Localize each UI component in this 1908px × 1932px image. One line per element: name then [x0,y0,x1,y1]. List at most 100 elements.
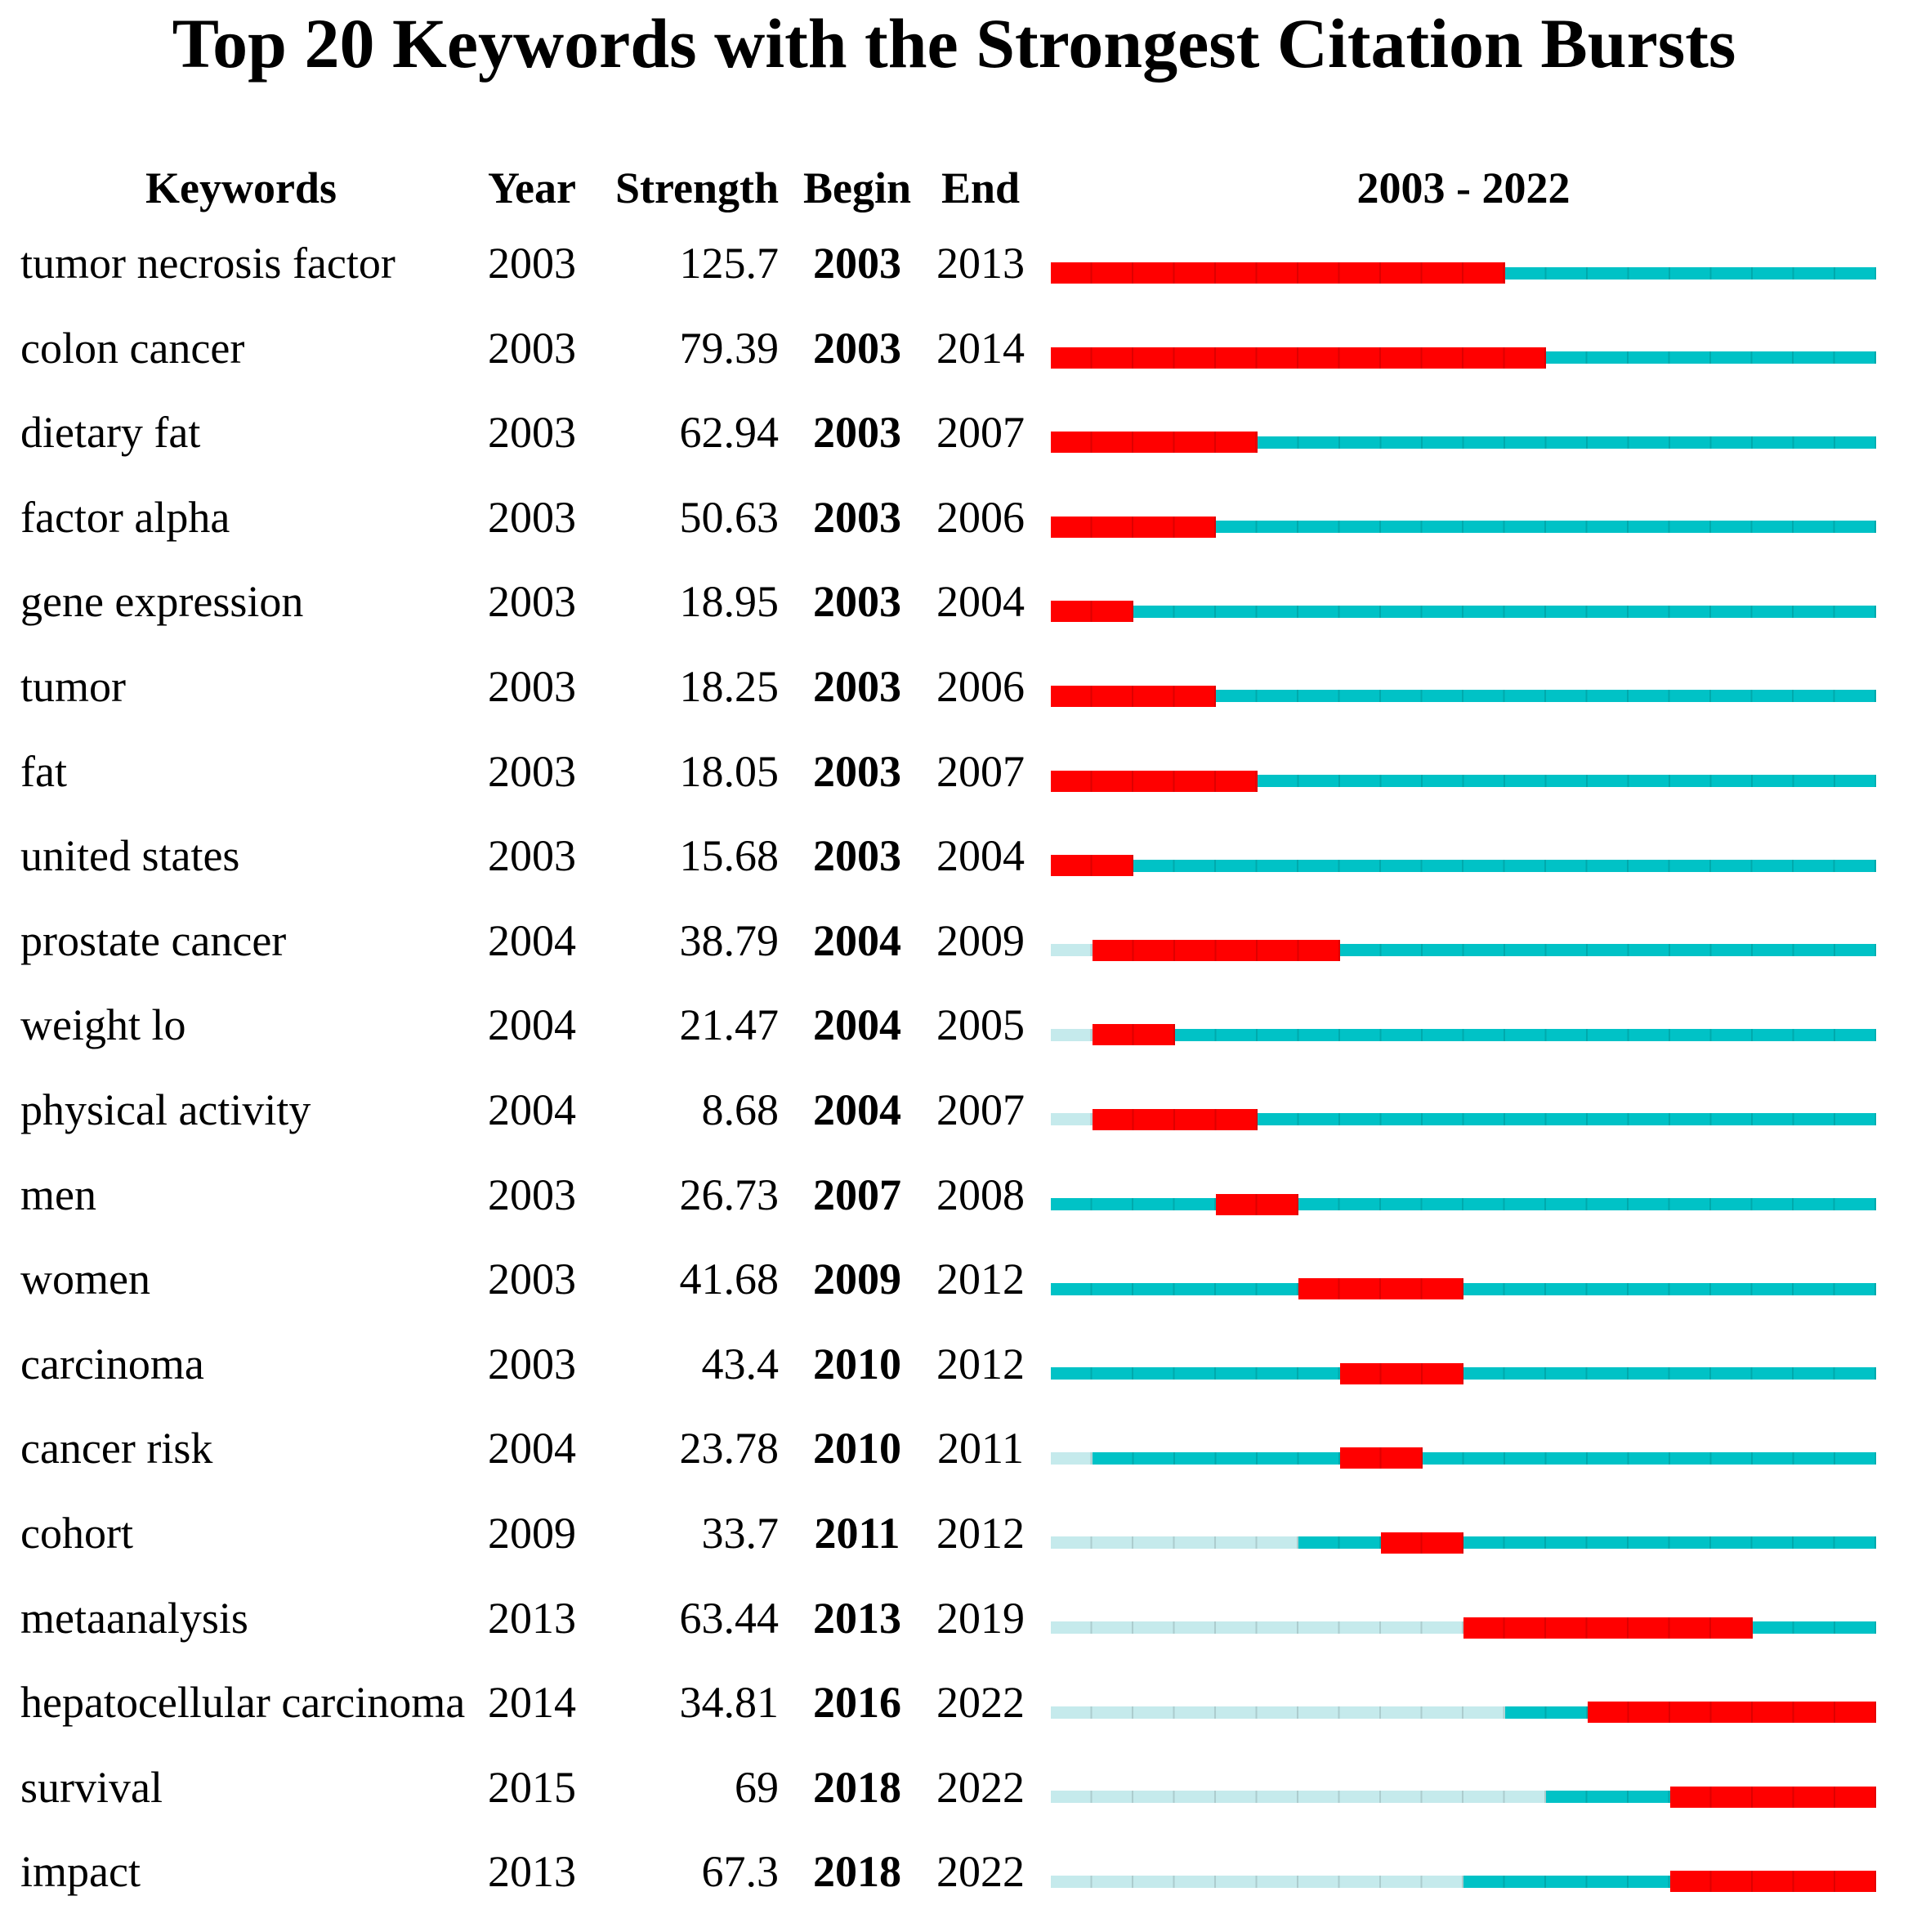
timeline-active-segment-before-burst [1051,1282,1298,1295]
burst-timeline-bar [1051,262,1876,284]
end-value: 2007 [936,1085,1025,1134]
timeline-active-segment-before-burst [1092,1451,1340,1465]
timeline-burst-segment [1463,1617,1753,1639]
timeline-burst-segment [1051,685,1216,707]
table-row: prostate cancer 2004 38.79 2004 2009 [0,905,1908,990]
year-value: 2003 [488,577,576,627]
table-body: tumor necrosis factor 2003 125.7 2003 20… [0,227,1908,1921]
table-row: physical activity 2004 8.68 2004 2007 [0,1074,1908,1159]
timeline-burst-segment [1669,1871,1876,1893]
year-value: 2004 [488,915,576,965]
strength-value: 18.25 [679,661,780,711]
year-value: 2004 [488,1085,576,1134]
year-value: 2003 [488,831,576,881]
end-value: 2013 [936,239,1025,288]
begin-value: 2010 [813,1424,901,1474]
begin-value: 2003 [813,746,901,796]
column-header-timeline-range: 2003 - 2022 [1356,163,1571,212]
year-value: 2014 [488,1678,576,1728]
begin-value: 2010 [813,1339,901,1389]
timeline-pre-appearance-segment [1051,944,1093,957]
timeline-active-segment-after-burst [1752,1621,1876,1634]
keyword-label: impact [20,1847,141,1897]
timeline-active-segment-before-burst [1546,1791,1670,1804]
keyword-label: physical activity [20,1085,311,1134]
strength-value: 23.78 [679,1424,780,1474]
timeline-active-segment-after-burst [1216,521,1876,534]
strength-value: 18.95 [679,577,780,627]
burst-timeline-bar [1051,1023,1876,1046]
end-value: 2019 [936,1593,1025,1643]
strength-value: 79.39 [679,323,780,373]
timeline-pre-appearance-segment [1051,1875,1463,1888]
strength-value: 15.68 [679,831,780,881]
end-value: 2006 [936,661,1025,711]
keyword-label: cohort [20,1508,133,1558]
strength-value: 62.94 [679,408,780,458]
timeline-burst-segment [1381,1532,1463,1554]
year-value: 2004 [488,1424,576,1474]
end-value: 2011 [937,1424,1024,1474]
timeline-active-segment-after-burst [1174,1028,1876,1041]
timeline-active-segment-after-burst [1463,1282,1876,1295]
year-value: 2015 [488,1762,576,1812]
end-value: 2014 [936,323,1025,373]
burst-timeline-bar [1051,685,1876,708]
strength-value: 63.44 [679,1593,780,1643]
table-row: gene expression 2003 18.95 2003 2004 [0,566,1908,651]
burst-timeline-bar [1051,431,1876,454]
keyword-label: fat [20,746,67,796]
column-header-end: End [941,163,1021,212]
burst-timeline-bar [1051,1786,1876,1809]
timeline-pre-appearance-segment [1051,1791,1546,1804]
year-value: 2013 [488,1593,576,1643]
keyword-label: tumor necrosis factor [20,239,395,288]
end-value: 2007 [936,746,1025,796]
timeline-burst-segment [1051,855,1133,877]
burst-timeline-bar [1051,1532,1876,1554]
strength-value: 67.3 [701,1847,780,1897]
timeline-active-segment-before-burst [1051,1198,1216,1211]
end-value: 2022 [936,1678,1025,1728]
table-row: tumor 2003 18.25 2003 2006 [0,651,1908,736]
burst-timeline-bar [1051,1447,1876,1469]
begin-value: 2003 [813,831,901,881]
keyword-label: factor alpha [20,492,230,542]
timeline-pre-appearance-segment [1051,1028,1093,1041]
timeline-active-segment-before-burst [1298,1536,1381,1550]
begin-value: 2004 [813,1000,901,1050]
end-value: 2009 [936,915,1025,965]
strength-value: 38.79 [679,915,780,965]
begin-value: 2018 [813,1847,901,1897]
end-value: 2005 [936,1000,1025,1050]
year-value: 2003 [488,1339,576,1389]
table-row: carcinoma 2003 43.4 2010 2012 [0,1328,1908,1413]
timeline-active-segment-after-burst [1133,605,1876,618]
begin-value: 2003 [813,492,901,542]
table-row: fat 2003 18.05 2003 2007 [0,736,1908,821]
year-value: 2003 [488,323,576,373]
keyword-label: cancer risk [20,1424,213,1474]
timeline-burst-segment [1092,939,1340,961]
burst-timeline-bar [1051,1362,1876,1385]
year-value: 2003 [488,1169,576,1219]
table-row: impact 2013 67.3 2018 2022 [0,1836,1908,1921]
begin-value: 2003 [813,323,901,373]
burst-timeline-bar [1051,854,1876,877]
chart-title: Top 20 Keywords with the Strongest Citat… [172,4,1736,83]
burst-timeline-bar [1051,1870,1876,1893]
begin-value: 2016 [813,1678,901,1728]
timeline-burst-segment [1339,1447,1423,1469]
timeline-active-segment-after-burst [1257,436,1876,449]
keyword-label: men [20,1169,96,1219]
keyword-label: colon cancer [20,323,245,373]
end-value: 2022 [936,1762,1025,1812]
table-row: factor alpha 2003 50.63 2003 2006 [0,481,1908,566]
year-value: 2003 [488,746,576,796]
timeline-active-segment-after-burst [1422,1451,1876,1465]
end-value: 2007 [936,408,1025,458]
timeline-pre-appearance-segment [1051,1451,1093,1465]
timeline-active-segment-after-burst [1257,775,1876,788]
year-value: 2003 [488,492,576,542]
